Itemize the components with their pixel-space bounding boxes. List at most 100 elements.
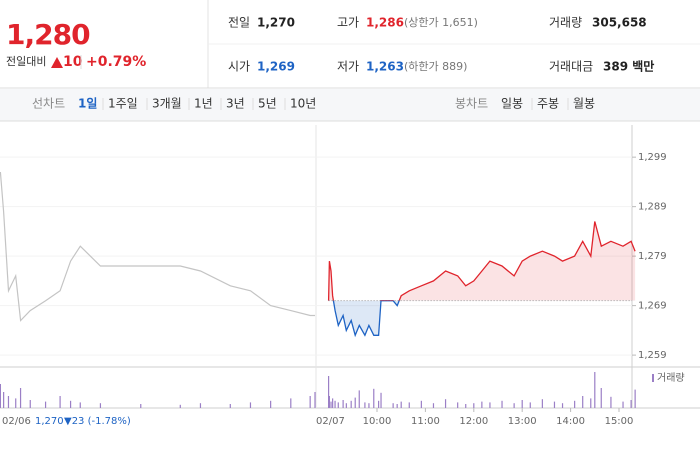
volume-bar	[328, 396, 331, 408]
toolbar	[0, 89, 700, 121]
volume-bar	[0, 384, 2, 408]
stat-value: 1,286	[366, 16, 404, 30]
volume-bar	[364, 402, 366, 408]
stat-label: 거래량	[549, 16, 582, 30]
volume-bar	[249, 402, 252, 408]
tab[interactable]: 3개월	[152, 97, 182, 111]
volume-bar	[345, 403, 347, 408]
volume-bar	[332, 398, 334, 408]
toolbar-label: 선차트	[32, 97, 65, 111]
volume-bar	[368, 403, 370, 408]
volume-bar	[444, 399, 447, 408]
tab-group: 1일 1주일 3개월 1년 3년 5년 10년	[78, 97, 316, 111]
volume-bar	[140, 404, 142, 408]
tab[interactable]: 1일	[78, 97, 97, 111]
tab[interactable]: 5년	[258, 97, 277, 111]
volume-bar	[392, 403, 394, 408]
stat-label: 고가	[337, 16, 359, 30]
tab-group: 일봉 주봉 월봉	[501, 97, 595, 111]
tab[interactable]: 일봉	[501, 97, 523, 111]
x-tick-label: 15:00	[605, 416, 634, 427]
volume-bar	[630, 400, 632, 408]
volume-bar	[408, 402, 410, 408]
x-date-label: 02/06	[2, 416, 31, 427]
volume-bar	[373, 388, 375, 408]
tab[interactable]: 월봉	[573, 97, 595, 111]
volume-bar	[354, 397, 356, 408]
volume-bar	[342, 400, 344, 408]
legend-swatch	[652, 374, 654, 382]
volume-bar	[529, 402, 531, 408]
tab[interactable]: 주봉	[537, 97, 559, 111]
stat-value: 1,269	[257, 60, 295, 74]
volume-bar	[79, 402, 81, 408]
volume-bar	[314, 392, 316, 408]
volume-bar	[229, 404, 231, 408]
x-tick-label: 13:00	[508, 416, 537, 427]
change-label: 전일대비	[6, 54, 46, 68]
volume-bar	[420, 400, 422, 408]
stat-note: (상한가 1,651)	[404, 16, 478, 29]
volume-bar	[15, 398, 17, 408]
price-line-down	[327, 300, 400, 338]
price-line-up	[327, 221, 636, 301]
legend-label: 거래량	[657, 372, 685, 384]
volume-bar	[350, 400, 352, 408]
y-tick-label: 1,289	[638, 202, 667, 213]
price: 1,280	[6, 18, 90, 51]
y-tick-label: 1,269	[638, 301, 667, 312]
volume-bar	[541, 399, 543, 408]
volume-bar	[489, 402, 491, 408]
volume-bar	[99, 403, 102, 408]
tab[interactable]: 1년	[194, 97, 213, 111]
prev-change: ▼23 (-1.78%)	[64, 416, 131, 427]
volume-bar	[521, 400, 523, 408]
chart: 1,259 1,269 1,279 1,289 1,299 02/06 02/07 거래량 10…	[0, 125, 700, 427]
volume-bar	[634, 389, 636, 408]
change-rate: +0.79%	[86, 54, 146, 70]
volume-bar	[330, 401, 332, 408]
volume-bar	[19, 388, 22, 408]
area-up	[328, 221, 636, 301]
volume-bar	[594, 372, 596, 408]
volume-bar	[610, 396, 612, 408]
stat-label: 저가	[337, 60, 359, 74]
stat-label: 거래대금	[549, 60, 593, 74]
y-tick-label: 1,299	[638, 152, 667, 163]
toolbar-label: 봉차트	[455, 97, 488, 111]
price-line	[0, 171, 315, 322]
volume-bar	[622, 401, 624, 408]
y-tick-label: 1,279	[638, 251, 667, 262]
volume-bar	[465, 404, 467, 408]
tab[interactable]: 1주일	[108, 97, 138, 111]
volume-bar	[582, 396, 584, 408]
stat-label: 시가	[228, 60, 250, 74]
stat-value: 389 백만	[603, 59, 654, 74]
volume-bar	[600, 388, 602, 408]
volume-bar	[59, 396, 61, 408]
volume-bar	[290, 398, 292, 408]
up-icon	[51, 57, 63, 68]
volume-bar	[29, 400, 31, 408]
stat-label: 전일	[228, 16, 250, 30]
y-tick-label: 1,259	[638, 350, 667, 361]
x-tick-label: 12:00	[459, 416, 488, 427]
volume-bar	[69, 400, 72, 408]
volume-bar	[590, 398, 592, 408]
x-date-label: 02/07	[316, 416, 345, 427]
volume-bar	[513, 403, 515, 408]
volume-bar	[481, 401, 483, 408]
volume-bar	[473, 403, 475, 408]
tab[interactable]: 10년	[290, 97, 316, 111]
volume-bar	[501, 400, 503, 408]
volume-bar	[574, 400, 576, 408]
volume-bar	[309, 396, 311, 408]
stat-value: 305,658	[592, 16, 647, 30]
area-down	[328, 300, 400, 336]
stat-value: 1,270	[257, 16, 295, 30]
tab[interactable]: 3년	[226, 97, 245, 111]
stat-value: 1,263	[366, 60, 404, 74]
volume-bar	[561, 403, 564, 408]
volume-bar	[199, 403, 202, 408]
